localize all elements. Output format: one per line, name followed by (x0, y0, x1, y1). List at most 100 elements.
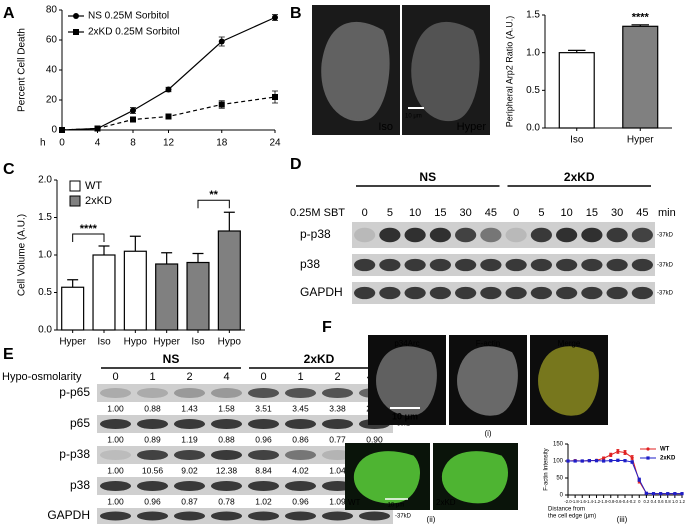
band (404, 258, 426, 272)
group-label: NS (163, 352, 180, 366)
band (358, 511, 391, 521)
row-label: p-p65 (59, 385, 90, 399)
band (581, 286, 603, 300)
legend-marker (73, 13, 79, 19)
micrograph-cell (321, 21, 390, 122)
band (480, 286, 502, 300)
bar (186, 261, 210, 331)
band (631, 258, 653, 272)
band (581, 227, 603, 243)
bar (61, 286, 85, 331)
quantification: 0.87 (181, 496, 198, 506)
band (284, 387, 317, 399)
band (173, 511, 206, 521)
band (284, 511, 317, 521)
panel-label: D (290, 156, 302, 173)
blot-strip (352, 254, 655, 276)
panel-label: F (322, 319, 332, 336)
caption: (i) (484, 429, 491, 438)
legend-label: 2xKD (660, 456, 676, 462)
scale-bar-label: 10 μm (388, 503, 405, 509)
quantification: 1.43 (181, 403, 198, 413)
band (99, 387, 132, 399)
y-tick-label: 0.0 (526, 123, 540, 134)
legend-marker (646, 447, 650, 451)
marker (165, 113, 172, 120)
x-tick-label: Hypo (218, 337, 242, 348)
quantification: 0.88 (144, 403, 161, 413)
band (455, 227, 477, 243)
time-unit: min (658, 207, 676, 219)
time-label: 5 (387, 207, 393, 219)
x-tick-label: Iso (97, 337, 111, 348)
x-tick-label: Hyper (59, 337, 86, 348)
image-label: F-actin (476, 339, 500, 348)
x-tick-label: 8 (130, 138, 136, 149)
error-bar (161, 252, 173, 264)
time-label: 5 (538, 207, 544, 219)
time-label: 15 (434, 207, 446, 219)
band (379, 258, 401, 272)
time-label: 4 (223, 371, 229, 383)
time-label: 2 (186, 371, 192, 383)
band (136, 511, 169, 521)
y-tick-label: 150 (553, 442, 564, 448)
band (530, 286, 552, 300)
marker (616, 449, 620, 454)
y-axis-label: Cell Volume (A.U.) (17, 214, 28, 296)
band (455, 286, 477, 300)
marker (272, 14, 278, 21)
quantification: 9.02 (181, 465, 198, 475)
time-label: 15 (586, 207, 598, 219)
image-label: WT (348, 498, 361, 507)
band (404, 286, 426, 300)
marker (637, 478, 641, 482)
marker (272, 94, 278, 100)
series-line (568, 459, 682, 495)
band (530, 258, 552, 272)
x-tick-label: -1.2 (593, 499, 601, 504)
y-tick-label: 1.0 (38, 250, 52, 261)
quantification: 3.45 (292, 403, 309, 413)
marker (94, 125, 101, 132)
band (210, 449, 243, 461)
band (429, 227, 451, 243)
marker (218, 101, 225, 108)
y-axis-label: Peripheral Arp2 Ratio (A.U.) (504, 16, 514, 128)
marker (59, 127, 65, 133)
x-tick-label: -1.8 (572, 499, 580, 504)
band (631, 227, 653, 243)
y-tick-label: 80 (46, 5, 58, 16)
time-label: 1 (297, 371, 303, 383)
band (173, 387, 206, 399)
y-tick-label: 0.5 (38, 287, 52, 298)
marker (630, 460, 634, 464)
scale-bar-label: 10 μm (392, 411, 418, 421)
y-axis-label: F-actin Intensity (544, 448, 550, 490)
micrograph-cell (354, 451, 420, 504)
legend-label: 2xKD (85, 195, 112, 207)
error-bar (223, 211, 235, 231)
series-line (61, 96, 276, 131)
time-label: 10 (561, 207, 573, 219)
row-label: p-p38 (59, 447, 90, 461)
size-marker: -37kD (657, 233, 674, 239)
legend-swatch (69, 180, 81, 192)
x-tick-label: 4 (95, 138, 101, 149)
marker (609, 453, 613, 457)
x-tick-label: 1.2 (679, 499, 685, 504)
x-tick-label: -0.2 (629, 499, 637, 504)
panel-label: C (3, 161, 15, 178)
blot-strip (97, 446, 393, 464)
y-tick-label: 1.0 (526, 47, 540, 58)
caption: (iii) (617, 515, 628, 524)
x-axis-label: Distance from (548, 507, 585, 513)
significance: **** (632, 12, 650, 24)
time-label: 45 (636, 207, 648, 219)
marker (218, 38, 225, 45)
quantification: 1.09 (329, 496, 346, 506)
band (505, 227, 527, 243)
marker (630, 456, 634, 460)
